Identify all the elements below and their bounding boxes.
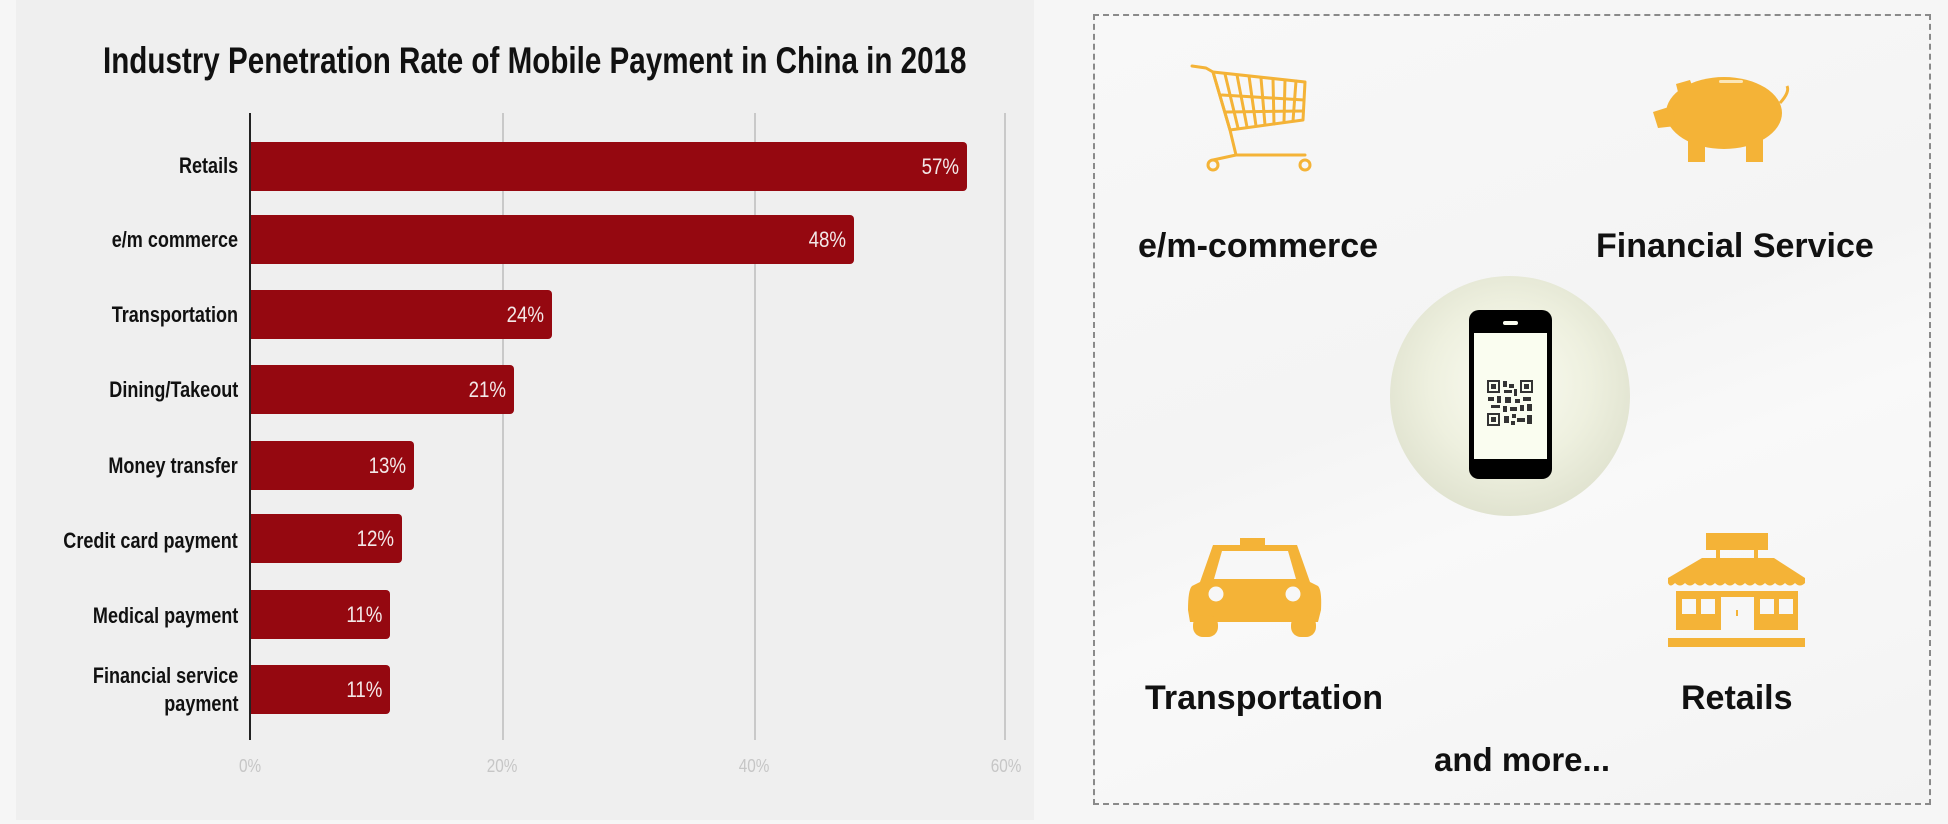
taxi-icon <box>1188 538 1322 637</box>
bar: 12% <box>251 514 402 563</box>
bar: 11% <box>251 590 390 639</box>
category-label: Money transfer <box>108 453 238 478</box>
category-label: Transportation <box>111 302 238 327</box>
bar: 24% <box>251 290 552 339</box>
phone-screen <box>1474 333 1547 459</box>
bar-value-label: 21% <box>468 377 506 402</box>
bar-value-label: 12% <box>356 526 394 551</box>
chart-title: Industry Penetration Rate of Mobile Paym… <box>103 40 967 81</box>
segment-label-ecommerce: e/m-commerce <box>1138 227 1379 265</box>
bar-value-label: 11% <box>345 677 382 702</box>
piggy-bank-icon <box>1653 77 1790 162</box>
shopping-cart-icon <box>1190 64 1312 172</box>
segment-label-retails: Retails <box>1681 679 1793 717</box>
y-axis-line <box>249 113 251 740</box>
x-tick-label: 60% <box>990 756 1022 776</box>
chart-panel <box>16 0 1034 820</box>
bar-value-label: 11% <box>345 602 382 627</box>
x-tick-label: 40% <box>738 756 770 776</box>
qr-code-icon <box>1487 380 1533 426</box>
segment-label-financial-service: Financial Service <box>1596 227 1874 265</box>
bar: 21% <box>251 365 514 414</box>
bar: 57% <box>251 142 967 191</box>
category-label: Dining/Takeout <box>109 377 238 402</box>
bar-value-label: 24% <box>506 302 544 327</box>
category-label: Retails <box>178 153 238 178</box>
bar-value-label: 57% <box>921 154 959 179</box>
gridline-60 <box>1004 113 1006 740</box>
bar: 11% <box>251 665 390 714</box>
storefront-icon <box>1668 533 1805 647</box>
x-tick-label: 0% <box>238 756 262 776</box>
category-label: Credit card payment <box>63 528 238 553</box>
bar: 48% <box>251 215 854 264</box>
category-label: Financial service payment <box>92 663 238 716</box>
category-label: Medical payment <box>92 603 238 628</box>
segment-label-transportation: Transportation <box>1145 679 1384 717</box>
x-tick-label: 20% <box>486 756 518 776</box>
bar: 13% <box>251 441 414 490</box>
phone-speaker <box>1503 321 1518 325</box>
bar-value-label: 13% <box>368 453 406 478</box>
bar-value-label: 48% <box>808 227 846 252</box>
gridline-20 <box>502 113 504 740</box>
and-more-label: and more... <box>1434 741 1611 778</box>
gridline-40 <box>754 113 756 740</box>
smartphone-qr-code-icon <box>1469 310 1552 479</box>
category-label: e/m commerce <box>111 227 238 252</box>
